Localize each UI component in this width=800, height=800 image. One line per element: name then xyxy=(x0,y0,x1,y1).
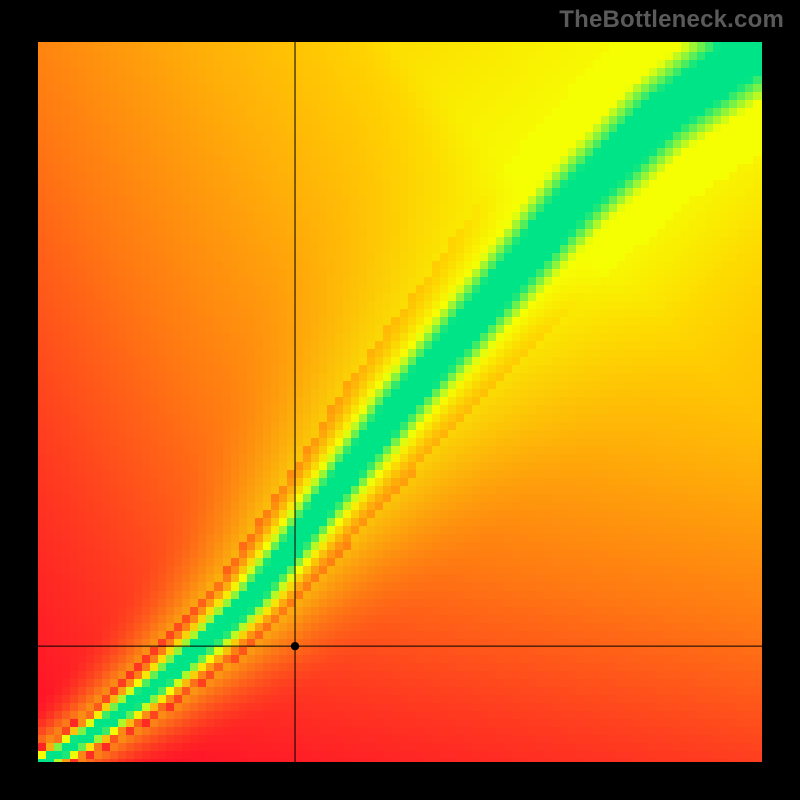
watermark-label: TheBottleneck.com xyxy=(559,6,784,34)
watermark-text: TheBottleneck.com xyxy=(559,6,784,33)
plot-area xyxy=(38,38,762,762)
heatmap-canvas xyxy=(38,38,762,762)
chart-root: TheBottleneck.com xyxy=(0,0,800,800)
